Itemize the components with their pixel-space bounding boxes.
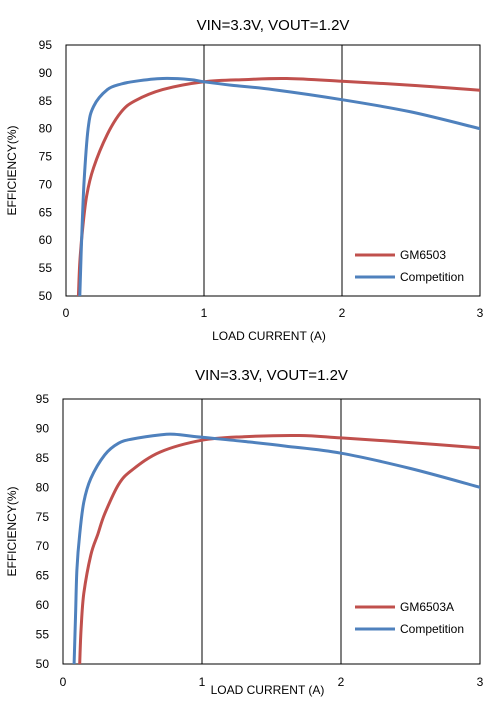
y-tick-label: 70 [39, 177, 53, 191]
legend-label: Competition [400, 270, 464, 284]
y-tick-label: 60 [36, 598, 50, 612]
y-tick-label: 85 [36, 451, 50, 465]
y-tick-label: 95 [39, 38, 53, 52]
x-tick-label: 2 [339, 306, 346, 320]
y-tick-label: 90 [39, 66, 53, 80]
y-axis-label: EFFICIENCY(%) [5, 486, 19, 576]
x-tick-label: 3 [477, 675, 484, 689]
y-tick-label: 60 [39, 233, 53, 247]
y-tick-label: 80 [39, 122, 53, 136]
series-line [78, 433, 480, 664]
x-tick-label: 0 [63, 306, 70, 320]
series-line [78, 76, 480, 296]
series-line [72, 432, 480, 664]
y-tick-label: 65 [36, 569, 50, 583]
y-tick-label: 50 [36, 657, 50, 671]
legend-label: Competition [400, 622, 464, 636]
y-tick-label: 55 [36, 628, 50, 642]
chart-title: VIN=3.3V, VOUT=1.2V [195, 367, 348, 384]
legend-label: GM6503 [400, 248, 446, 262]
plot-frame [65, 44, 481, 297]
x-tick-label: 1 [201, 306, 208, 320]
y-tick-label: 50 [39, 289, 53, 303]
y-tick-label: 80 [36, 480, 50, 494]
y-tick-label: 85 [39, 94, 53, 108]
y-tick-label: 95 [36, 392, 50, 406]
y-tick-label: 55 [39, 261, 53, 275]
y-axis-label: EFFICIENCY(%) [5, 125, 19, 215]
x-tick-label: 0 [60, 675, 67, 689]
y-tick-label: 65 [39, 205, 53, 219]
x-tick-label: 3 [477, 306, 484, 320]
legend-label: GM6503A [400, 600, 454, 614]
y-tick-label: 90 [36, 421, 50, 435]
x-tick-label: 1 [199, 675, 206, 689]
chart-title: VIN=3.3V, VOUT=1.2V [197, 17, 350, 34]
x-axis-label: LOAD CURRENT (A) [211, 683, 325, 697]
y-tick-label: 75 [39, 150, 53, 164]
chart-1: VIN=3.3V, VOUT=1.2V 50 55 60 65 70 75 80 85 90 95 0… [5, 17, 484, 343]
y-tick-label: 75 [36, 510, 50, 524]
x-tick-label: 2 [338, 675, 345, 689]
x-axis-label: LOAD CURRENT (A) [212, 329, 326, 343]
chart-2: VIN=3.3V, VOUT=1.2V 50 55 60 65 70 75 80 85 90 95 0… [5, 367, 484, 697]
y-tick-label: 70 [36, 539, 50, 553]
